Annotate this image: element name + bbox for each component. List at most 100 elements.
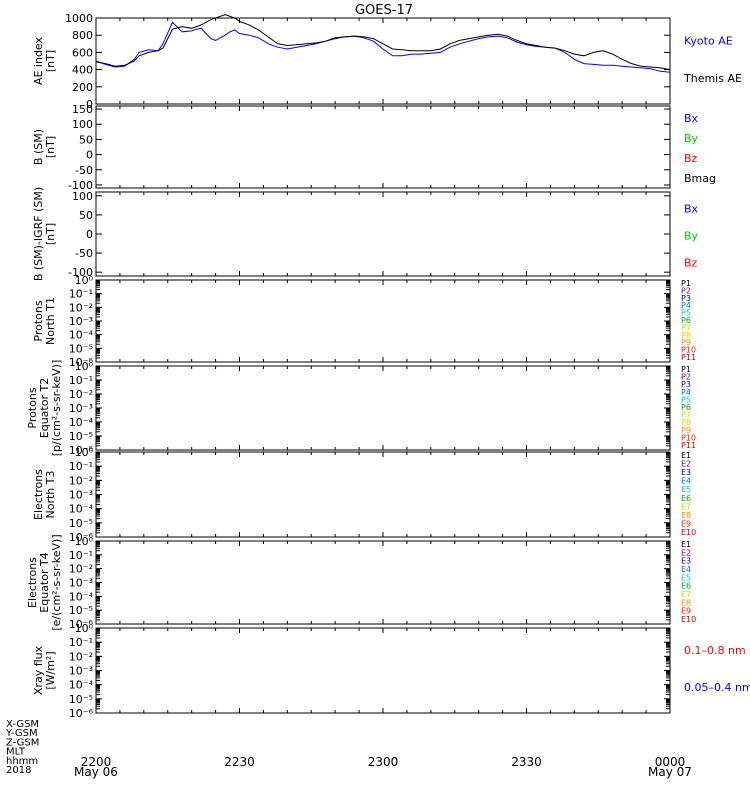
x-tick-label: 0000 [655, 755, 686, 769]
y-tick-label: 10⁻⁵ [69, 342, 93, 355]
legend-entry: P6 [681, 316, 691, 325]
legend-entry: 0.05–0.4 nm [684, 681, 750, 694]
legend-entry: 0.1–0.8 nm [684, 644, 746, 657]
y-tick-label: 10⁻³ [69, 577, 93, 590]
x-tick-label: 2200 [81, 755, 112, 769]
y-tick-label: 600 [72, 46, 93, 59]
y-axis-label: AE index [32, 36, 45, 85]
y-tick-label: 800 [72, 29, 93, 42]
legend-entry: P3 [681, 294, 691, 303]
y-tick-label: 10⁻³ [69, 665, 93, 678]
x-row-label: Y-GSM [5, 728, 38, 739]
series-line-themis-ae [95, 14, 671, 71]
y-axis-label: Equator T2 [38, 378, 51, 438]
x-row-label: Z-GSM [6, 737, 39, 748]
y-tick-label: 10⁻¹ [69, 460, 93, 473]
y-tick-label: 1000 [65, 12, 93, 25]
y-tick-label: 10⁰ [75, 622, 94, 635]
legend-entry: P2 [681, 286, 691, 295]
y-tick-label: 10⁻⁵ [69, 604, 93, 617]
figure-title: GOES-17 [355, 3, 413, 18]
legend-entry: E10 [681, 615, 696, 624]
panel-ae: 0 200 400 600 800 1000 AE index [nT] Kyoto AE The… [32, 12, 742, 111]
x-row-label: 2018 [6, 765, 31, 776]
legend-entry: P7 [681, 323, 691, 332]
legend-entry: By [684, 229, 699, 242]
y-axis-label: Xray flux [32, 645, 45, 695]
y-tick-label: 10⁻³ [69, 489, 93, 502]
legend-entry: P5 [681, 395, 691, 404]
y-axis-label: Protons [32, 300, 45, 341]
y-tick-label: 10⁰ [75, 274, 94, 287]
y-tick-label: 0 [86, 149, 93, 162]
y-tick-label: 10⁻⁶ [69, 707, 94, 720]
y-tick-label: 10⁻⁴ [69, 679, 94, 692]
legend-entry: Bmag [684, 172, 716, 185]
legend-entry: Kyoto AE [684, 34, 733, 47]
y-axis-label: Electrons [26, 557, 39, 608]
legend-entry: By [684, 132, 699, 145]
legend-entry: E6 [681, 582, 691, 591]
y-tick-label: 10⁻² [69, 388, 93, 401]
y-tick-label: 10⁻⁶ [69, 444, 94, 457]
x-tick-label: 2300 [368, 755, 399, 769]
y-tick-label: 10⁻² [69, 301, 93, 314]
y-tick-label: 10⁻⁶ [69, 356, 94, 369]
y-tick-label: 10⁻⁵ [69, 693, 93, 706]
legend-entry: E5 [681, 485, 691, 494]
panel-frame [95, 105, 671, 189]
y-tick-label: 10⁻¹ [69, 549, 93, 562]
legend-entry: P6 [681, 403, 691, 412]
y-axis-label: [nT] [44, 223, 57, 245]
y-tick-label: 10⁻¹ [69, 374, 93, 387]
y-tick-label: 10⁻⁵ [69, 517, 93, 530]
y-tick-label: 100 [72, 190, 93, 203]
legend-entry: E4 [681, 477, 691, 486]
y-tick-label: 50 [79, 209, 93, 222]
x-tick-date: May 07 [648, 765, 692, 779]
y-axis-label: B (SM)-IGRF (SM) [32, 187, 45, 281]
legend-entry: E10 [681, 528, 696, 537]
legend-entry: E9 [681, 519, 691, 528]
y-tick-label: 10⁻⁶ [69, 531, 94, 544]
legend-entry: P3 [681, 380, 691, 389]
y-tick-label: 200 [72, 81, 93, 94]
legend-entry: P2 [681, 373, 691, 382]
legend-entry: Bz [684, 256, 698, 269]
y-axis-label: Equator T4 [38, 552, 51, 612]
panel-frame [95, 279, 671, 363]
legend-entry: P11 [681, 441, 696, 450]
x-tick-label: 2230 [224, 755, 255, 769]
legend-entry: Bx [684, 202, 699, 215]
legend-entry: P1 [681, 279, 691, 288]
y-axis-label: [p/(cm²-s-sr-keV)] [50, 360, 63, 457]
y-tick-label: 10⁻⁶ [69, 618, 94, 631]
legend-entry: P7 [681, 411, 691, 420]
legend-entry: P8 [681, 418, 691, 427]
legend-entry: P10 [681, 346, 696, 355]
legend-entry: E2 [681, 460, 691, 469]
legend-entry: E3 [681, 557, 691, 566]
y-tick-label: 10⁰ [75, 535, 94, 548]
legend-entry: E1 [681, 540, 691, 549]
y-tick-label: 10⁻³ [69, 315, 93, 328]
legend-entry: E8 [681, 598, 691, 607]
legend-entry: E4 [681, 565, 691, 574]
legend-entry: P1 [681, 365, 691, 374]
y-axis-label: North T3 [44, 471, 57, 519]
legend-entry: E5 [681, 573, 691, 582]
y-tick-label: -100 [68, 266, 93, 279]
panel-frame [95, 191, 671, 277]
legend-entry: P9 [681, 426, 691, 435]
legend-entry: Bz [684, 152, 698, 165]
panel-frame [95, 627, 671, 714]
y-tick-label: 10⁰ [75, 360, 94, 373]
y-tick-label: 50 [79, 133, 93, 146]
